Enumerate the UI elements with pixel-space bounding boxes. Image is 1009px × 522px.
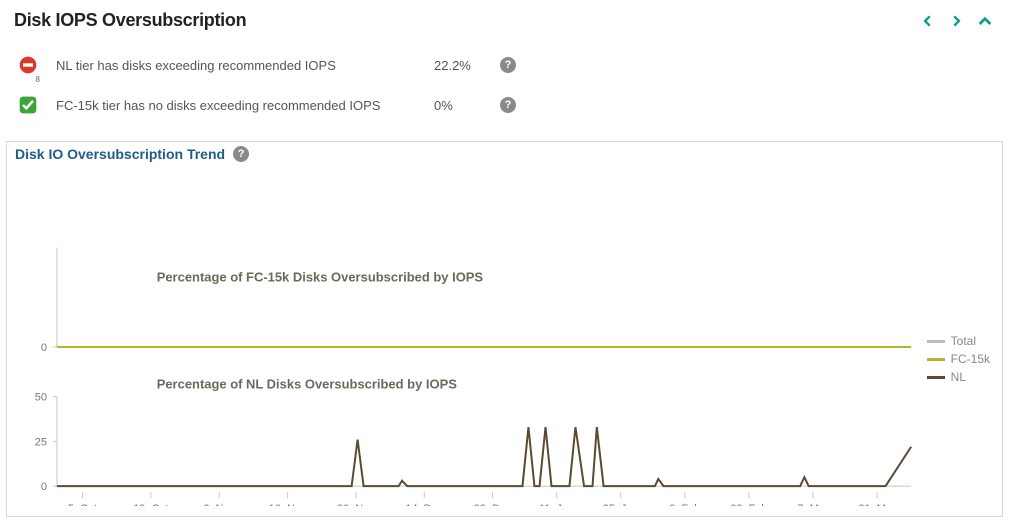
legend-label: Total: [951, 334, 976, 348]
svg-text:28. Dec: 28. Dec: [474, 503, 512, 506]
trend-chart: Percentage of FC-15k Disks Oversubscribe…: [17, 178, 992, 506]
help-icon[interactable]: ?: [233, 146, 249, 162]
svg-text:14. Dec: 14. Dec: [405, 503, 443, 506]
status-row: FC-15k tier has no disks exceeding recom…: [18, 85, 991, 125]
legend-label: FC-15k: [951, 352, 990, 366]
panel-title: Disk IO Oversubscription Trend: [15, 146, 225, 162]
legend-item[interactable]: FC-15k: [927, 352, 990, 366]
help-icon[interactable]: ?: [500, 57, 516, 73]
svg-text:8. Feb: 8. Feb: [669, 503, 700, 506]
status-row: 8 NL tier has disks exceeding recommende…: [18, 45, 991, 85]
status-percent: 0%: [434, 98, 482, 113]
status-percent: 22.2%: [434, 58, 482, 73]
svg-text:21. Mar: 21. Mar: [858, 503, 896, 506]
status-section: 8 NL tier has disks exceeding recommende…: [0, 39, 1009, 141]
legend-label: NL: [951, 370, 966, 384]
svg-text:5. Oct: 5. Oct: [68, 503, 97, 506]
chevron-up-icon[interactable]: [977, 14, 991, 28]
svg-text:50: 50: [35, 392, 47, 404]
svg-text:Percentage of FC-15k Disks Ove: Percentage of FC-15k Disks Oversubscribe…: [157, 269, 484, 284]
status-label: FC-15k tier has no disks exceeding recom…: [56, 98, 416, 113]
svg-text:0: 0: [41, 342, 47, 354]
svg-text:Percentage of NL Disks Oversub: Percentage of NL Disks Oversubscribed by…: [157, 377, 458, 392]
svg-text:25. Jan: 25. Jan: [603, 503, 639, 506]
error-icon: 8: [18, 55, 38, 75]
chart-area: Percentage of FC-15k Disks Oversubscribe…: [17, 178, 992, 506]
ok-icon: [18, 95, 38, 115]
chevron-right-icon[interactable]: [949, 14, 963, 28]
svg-text:2. Nov: 2. Nov: [203, 503, 235, 506]
svg-text:19. Oct: 19. Oct: [133, 503, 168, 506]
page-title: Disk IOPS Oversubscription: [14, 10, 246, 31]
svg-text:30. Nov: 30. Nov: [337, 503, 375, 506]
legend-swatch: [927, 358, 945, 361]
svg-text:11. Jan: 11. Jan: [539, 503, 574, 506]
chevron-left-icon[interactable]: [921, 14, 935, 28]
chart-legend: Total FC-15k NL: [927, 334, 990, 388]
svg-text:7. Mar: 7. Mar: [797, 503, 828, 506]
help-icon[interactable]: ?: [500, 97, 516, 113]
legend-swatch: [927, 376, 945, 379]
legend-item[interactable]: Total: [927, 334, 990, 348]
trend-panel: Disk IO Oversubscription Trend ? Percent…: [6, 141, 1003, 517]
legend-item[interactable]: NL: [927, 370, 990, 384]
svg-text:16. Nov: 16. Nov: [269, 503, 307, 506]
svg-text:0: 0: [41, 481, 47, 493]
svg-text:25: 25: [35, 436, 47, 448]
header-controls: [921, 14, 991, 28]
error-count-badge: 8: [36, 75, 40, 84]
legend-swatch: [927, 340, 945, 343]
svg-text:22. Feb: 22. Feb: [730, 503, 767, 506]
status-label: NL tier has disks exceeding recommended …: [56, 58, 416, 73]
